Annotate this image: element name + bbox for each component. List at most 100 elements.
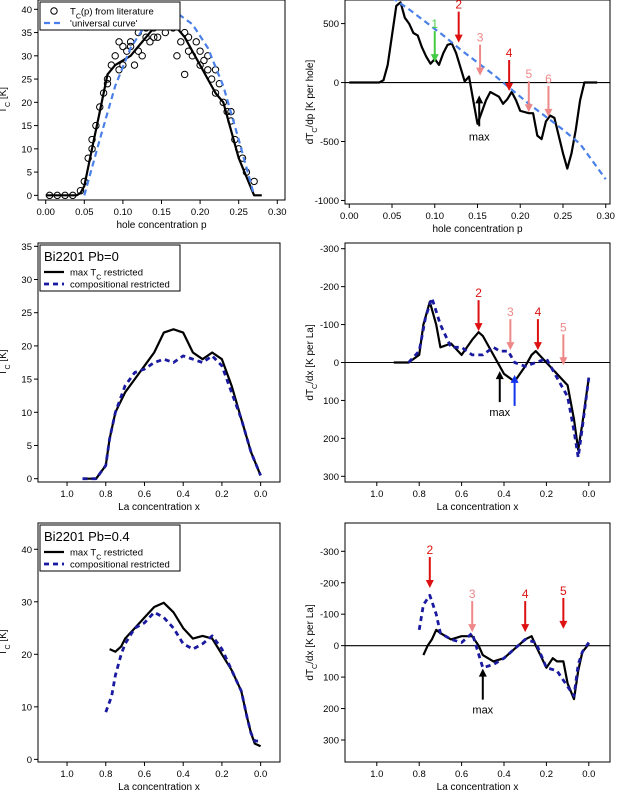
data-point <box>173 52 181 60</box>
y-tick-label: -300 <box>320 547 339 558</box>
y-tick-label: 0 <box>334 78 339 89</box>
x-tick-label: 0.25 <box>229 207 248 218</box>
y-axis-label: TC [K] <box>0 87 12 113</box>
series-line <box>422 628 590 701</box>
annotation-label: max <box>472 705 493 717</box>
annotation-label: 2 <box>475 286 482 300</box>
legend-label: TC(p) from literature <box>70 7 154 21</box>
y-tick-label: 15 <box>21 121 32 132</box>
data-point <box>115 38 123 46</box>
annotation-arrowhead <box>544 108 553 117</box>
annotation-arrowhead <box>425 580 434 589</box>
x-axis-label: La concentration x <box>437 502 519 513</box>
data-point <box>138 52 146 60</box>
series-line <box>104 610 261 743</box>
data-point <box>196 47 204 55</box>
data-point <box>200 56 208 65</box>
x-tick-label: 0.00 <box>340 211 359 222</box>
x-tick-label: 0.05 <box>383 211 402 222</box>
chart-panel-6: 1.0 0.8 0.6 0.4 0.2 0.0 -300 -200 -100 0 100 200 300… <box>305 522 611 793</box>
annotation-label: 3 <box>469 587 476 601</box>
y-tick-label: 0 <box>27 755 32 766</box>
y-tick-label: 20 <box>21 341 32 352</box>
x-tick-label: 0.4 <box>497 489 510 500</box>
y-tick-label: 40 <box>21 545 32 556</box>
plot-frame <box>37 242 281 483</box>
series-group <box>45 10 262 200</box>
data-point <box>192 38 200 46</box>
annotation-label: 2 <box>455 0 462 12</box>
chart-panel-5: 1.0 0.8 0.6 0.4 0.2 0.0 0 10 20 30 40 La concentrat… <box>0 522 281 793</box>
x-tick-label: 0.25 <box>554 211 573 222</box>
x-tick-label: 0.4 <box>177 489 190 500</box>
x-tick-label: 0.8 <box>99 769 112 780</box>
x-tick-label: 0.30 <box>596 211 615 222</box>
data-point <box>250 177 258 186</box>
annotation-label: 1 <box>431 17 438 31</box>
annotation-label: 5 <box>560 320 567 334</box>
annotation-label: 4 <box>522 587 529 601</box>
x-tick-label: 0.0 <box>582 769 595 780</box>
y-axis-label: dTC/dp [K per hole] <box>305 60 319 145</box>
data-point <box>196 61 204 69</box>
legend-box <box>39 1 181 31</box>
data-point <box>119 42 127 51</box>
y-tick-label: 35 <box>21 28 32 39</box>
annotation-arrowhead <box>559 620 568 629</box>
x-tick-label: 0.6 <box>455 769 468 780</box>
x-axis-label: La concentration x <box>437 782 519 793</box>
y-tick-label: -1000 <box>315 196 339 207</box>
data-point <box>153 33 162 41</box>
x-tick-label: 0.8 <box>99 489 112 500</box>
annotation-arrowhead <box>476 67 485 76</box>
y-tick-label: -100 <box>320 320 339 331</box>
y-tick-label: 5 <box>27 441 32 452</box>
y-tick-label: 10 <box>21 702 32 713</box>
annotation-arrowhead <box>533 342 542 351</box>
y-tick-label: 30 <box>21 51 32 62</box>
data-point <box>227 107 235 116</box>
legend: Bi2201 Pb=0.4 max TC restrictedcompositio… <box>39 524 181 572</box>
series-group <box>82 328 262 481</box>
series-group <box>393 296 591 459</box>
chart-panel-1: 0.00 0.05 0.10 0.15 0.20 0.25 0.30 0 5 10 15 20 25 30… <box>0 0 287 231</box>
annotation-label: 6 <box>545 72 552 86</box>
y-tick-label: 300 <box>323 735 339 746</box>
y-tick-label: -100 <box>320 610 339 621</box>
annotation-label: 3 <box>477 31 484 45</box>
data-point <box>150 33 158 41</box>
chart-panel-4: 1.0 0.8 0.6 0.4 0.2 0.0 -300 -200 -100 0 100 200 300… <box>305 242 611 513</box>
annotation-arrowhead <box>468 624 477 633</box>
legend-title: Bi2201 Pb=0.4 <box>44 529 130 544</box>
y-tick-label: 0 <box>27 191 32 202</box>
series-line <box>407 296 591 459</box>
annotation-arrowhead <box>559 357 568 366</box>
annotation-label: 4 <box>506 46 513 60</box>
annotation-arrowhead <box>510 374 519 383</box>
data-point <box>130 61 139 69</box>
data-point <box>84 154 92 162</box>
series-line <box>393 0 607 180</box>
y-tick-label: 10 <box>21 408 32 419</box>
y-tick-label: -200 <box>320 578 339 589</box>
x-tick-label: 0.10 <box>426 211 445 222</box>
y-tick-label: 0 <box>334 641 339 652</box>
data-point <box>177 38 185 46</box>
legend-label: compositional restricted <box>70 280 170 291</box>
x-tick-label: 0.10 <box>114 207 133 218</box>
legend: TC(p) from literature'universal curve' <box>39 1 181 31</box>
chart-panel-2: 0.00 0.05 0.10 0.15 0.20 0.25 0.30 -1000 -500 0 50… <box>305 0 615 235</box>
chart-panel-3: 1.0 0.8 0.6 0.4 0.2 0.0 0 5 10 15 20 25 30 35 La conce… <box>0 242 281 513</box>
x-tick-label: 0.15 <box>468 211 487 222</box>
x-tick-label: 0.2 <box>540 489 553 500</box>
annotation-arrowhead <box>524 104 533 113</box>
annotation-label: max <box>489 407 510 419</box>
series-line <box>393 300 590 451</box>
y-axis-label: TC [K] <box>0 629 12 655</box>
x-tick-label: 0.4 <box>177 769 190 780</box>
y-axis-label: dTC/dx [K per La] <box>305 604 319 680</box>
series-line <box>83 10 256 196</box>
annotation-label: 3 <box>507 305 514 319</box>
legend-label: compositional restricted <box>70 560 170 571</box>
